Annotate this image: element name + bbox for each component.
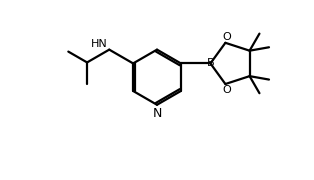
Text: O: O xyxy=(222,85,231,95)
Text: B: B xyxy=(207,58,214,68)
Text: N: N xyxy=(152,107,162,120)
Text: HN: HN xyxy=(90,39,107,49)
Text: O: O xyxy=(222,32,231,42)
